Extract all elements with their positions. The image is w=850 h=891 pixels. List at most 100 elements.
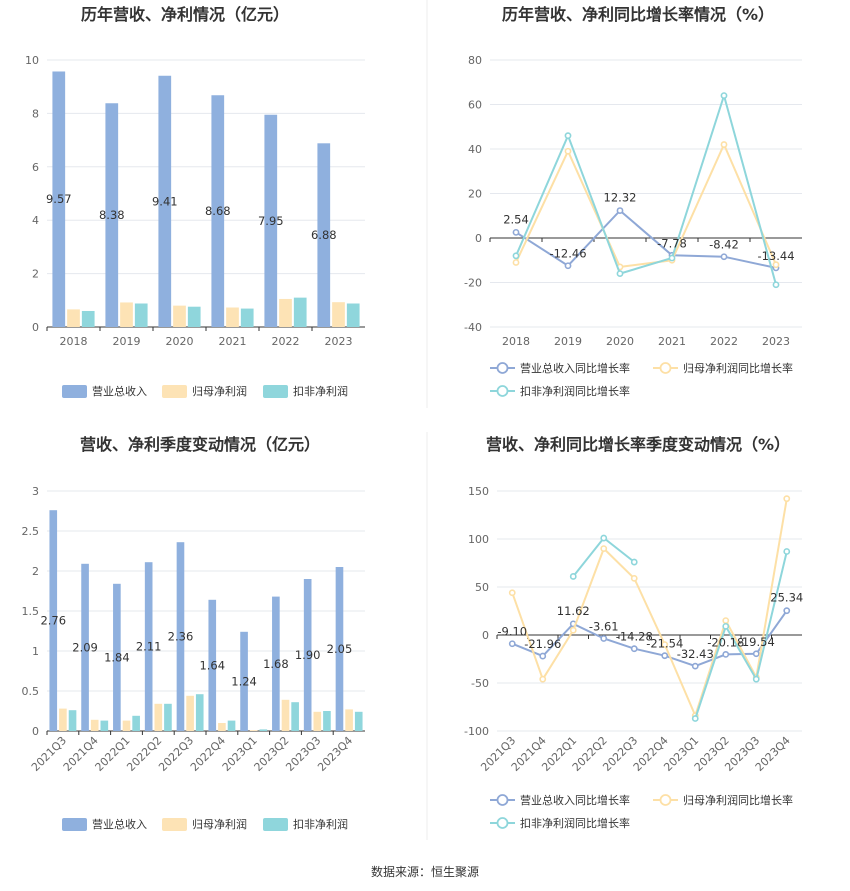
bar-data-label: 9.41 [152, 194, 178, 208]
line-data-label: -3.61 [589, 619, 619, 633]
bar-parent-profit [249, 730, 258, 731]
y-tick-label: 100 [468, 533, 489, 546]
legend-marker [496, 817, 509, 829]
bar-revenue [208, 599, 217, 731]
series-point [539, 652, 547, 660]
y-tick-label: 6 [32, 161, 39, 174]
x-tick-label: 2021 [219, 335, 247, 348]
bar-revenue [176, 542, 185, 731]
y-tick-label: 3 [32, 485, 39, 498]
line-data-label: 11.62 [557, 604, 590, 618]
series-point [600, 545, 608, 552]
legend-label: 归母净利润同比增长率 [683, 793, 793, 807]
y-tick-label: 4 [32, 214, 39, 227]
y-tick-label: 10 [25, 54, 39, 67]
bar-parent-profit [186, 695, 194, 731]
series-point [752, 675, 760, 683]
series-point [772, 281, 780, 289]
series-point [783, 548, 791, 555]
bar-revenue [113, 583, 121, 731]
x-tick-label: 2018 [60, 335, 88, 348]
x-tick-label: 2022 [272, 335, 300, 348]
x-tick-label: 2019 [554, 335, 582, 348]
series-point [720, 141, 728, 148]
y-tick-label: 2 [32, 565, 39, 578]
series-point [512, 252, 520, 260]
chart-title: 营收、净利同比增长率季度变动情况（%） [486, 435, 790, 454]
bar-revenue [317, 143, 331, 327]
series-point [569, 573, 577, 580]
line-data-label: -12.46 [549, 247, 586, 261]
series-line-3 [515, 92, 777, 285]
series-point [720, 253, 728, 261]
series-point [668, 254, 676, 262]
series-point [661, 652, 669, 660]
bar-parent-profit [120, 302, 133, 327]
bar-deducted-profit [164, 703, 172, 731]
series-point [691, 662, 699, 670]
bar-parent-profit [313, 711, 322, 731]
series-point [630, 574, 638, 582]
series-point [616, 270, 624, 277]
bar-deducted-profit [187, 306, 201, 327]
bar-deducted-profit [132, 715, 140, 731]
chart-title: 营收、净利季度变动情况（亿元） [80, 435, 320, 454]
series-point [569, 626, 577, 634]
bar-data-label: 1.24 [231, 674, 257, 688]
bar-deducted-profit [346, 303, 360, 327]
line-data-label: 25.34 [770, 591, 803, 605]
bar-parent-profit [345, 709, 353, 731]
data-source-note: 数据来源：恒生聚源 [371, 864, 479, 879]
bar-data-label: 1.84 [104, 650, 130, 664]
legend-swatch [62, 818, 87, 831]
legend-marker [496, 362, 509, 374]
line-data-label: -21.54 [646, 637, 683, 651]
y-tick-label: 40 [468, 143, 482, 156]
bar-data-label: 9.57 [46, 192, 72, 206]
series-point [564, 262, 572, 270]
legend-label: 归母净利润同比增长率 [683, 361, 793, 375]
legend-swatch [62, 385, 87, 398]
y-tick-label: -100 [464, 725, 489, 738]
x-tick-label: 2022 [710, 335, 738, 348]
x-tick-label: 2019 [113, 335, 141, 348]
bar-deducted-profit [354, 711, 363, 731]
x-tick-label: 2020 [166, 335, 194, 348]
y-tick-label: 8 [32, 107, 39, 120]
series-point [600, 635, 608, 642]
bar-revenue [335, 567, 344, 731]
y-tick-label: 60 [468, 99, 482, 112]
series-point [661, 641, 669, 648]
bar-deducted-profit [259, 729, 268, 731]
legend-swatch [263, 385, 288, 398]
chart-title: 历年营收、净利同比增长率情况（%） [502, 5, 774, 24]
bar-deducted-profit [227, 720, 236, 731]
x-tick-label: 2021 [658, 335, 686, 348]
bar-data-label: 6.88 [311, 228, 337, 242]
series-point [722, 617, 730, 624]
bar-data-label: 7.95 [258, 214, 284, 228]
line-data-label: -7.78 [657, 236, 687, 250]
series-point [722, 622, 730, 630]
legend-marker [496, 385, 509, 397]
y-tick-label: 1 [32, 645, 39, 658]
series-point [630, 558, 638, 566]
bar-revenue [81, 563, 89, 731]
bar-data-label: 8.68 [205, 204, 231, 218]
bar-revenue [264, 114, 278, 327]
series-point [772, 261, 780, 269]
legend-label: 扣非净利润同比增长率 [520, 816, 630, 830]
y-tick-label: 1.5 [22, 605, 40, 618]
x-tick-label: 2020 [606, 335, 634, 348]
bar-deducted-profit [291, 702, 299, 731]
y-tick-label: 2.5 [22, 525, 40, 538]
bar-deducted-profit [195, 694, 204, 731]
legend-marker [659, 794, 672, 806]
series-point [630, 645, 638, 653]
line-data-label: 2.54 [503, 212, 529, 226]
bar-data-label: 2.36 [168, 630, 194, 644]
series-point [564, 147, 572, 155]
line-data-label: -8.42 [709, 238, 739, 252]
legend-marker [659, 362, 672, 374]
